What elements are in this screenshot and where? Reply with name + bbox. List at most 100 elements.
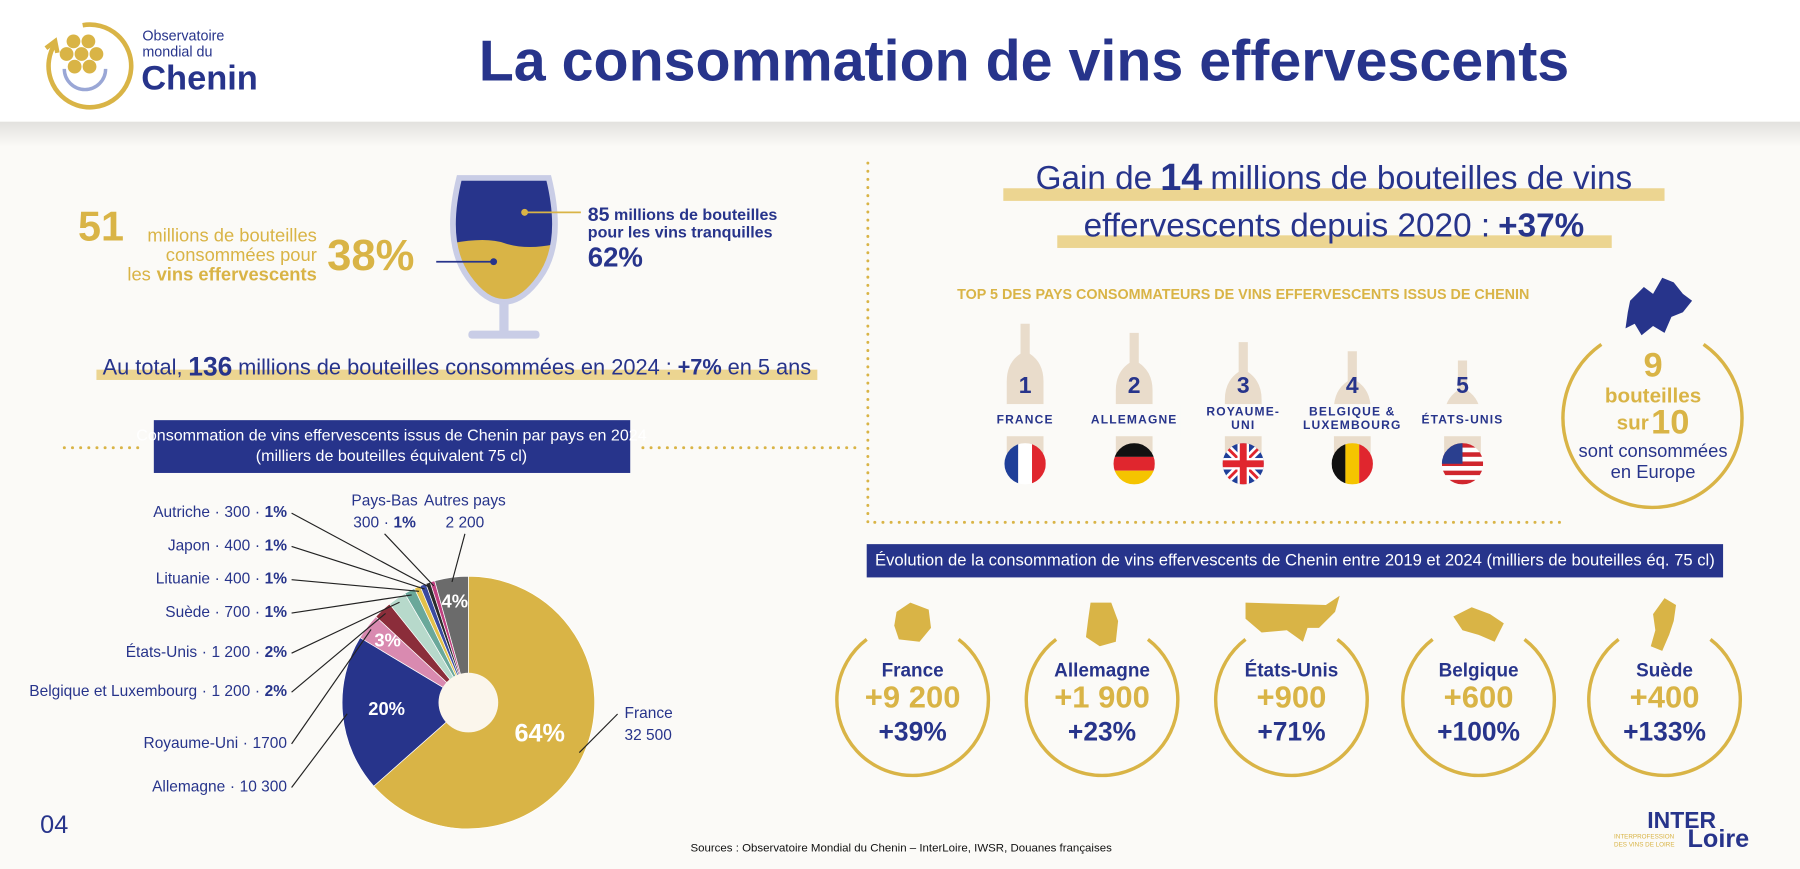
- pie-title-box: [153, 420, 631, 473]
- slice-label: Belgique et Luxembourg · 1 200 · 2%: [29, 683, 287, 700]
- text-part: les: [127, 263, 150, 284]
- slice-value: 300 · 1%: [353, 515, 416, 532]
- label-part: 1%: [265, 504, 288, 521]
- leader-line: [291, 512, 430, 588]
- logo-icon: [44, 22, 134, 110]
- label-part: 700: [224, 604, 250, 621]
- separators: [62, 161, 1563, 524]
- flag-part: [1004, 443, 1019, 485]
- slice-label: États-Unis · 1 200 · 2%: [126, 644, 287, 661]
- pie-subtitle: (milliers de bouteilles équivalent 75 cl…: [256, 447, 527, 465]
- label-part: Suède: [165, 604, 210, 621]
- country-name: ALLEMAGNE: [1091, 412, 1178, 426]
- pie-slice: [434, 575, 469, 703]
- label-part: 2 200: [446, 515, 485, 532]
- country-ring: [835, 638, 991, 778]
- rank: 4: [1346, 372, 1359, 398]
- label-part: Japon: [168, 538, 210, 555]
- label-part: ·: [255, 604, 260, 621]
- label-part: ·: [202, 683, 207, 700]
- label-part: 1 200: [211, 644, 250, 661]
- rank: 1: [1019, 372, 1032, 398]
- label-part: ·: [202, 644, 207, 661]
- flag-part: [1441, 470, 1484, 476]
- flag: [1222, 443, 1264, 485]
- label-part: Belgique et Luxembourg: [29, 683, 197, 700]
- footer-logo: INTER: [1647, 807, 1716, 833]
- flag-part: [1441, 475, 1484, 480]
- label-part: 2%: [265, 683, 288, 700]
- text-part: millions de bouteilles de vins: [1210, 160, 1632, 197]
- header-shadow: [0, 121, 1800, 147]
- leader-line: [384, 533, 435, 587]
- logo-line: mondial du: [142, 45, 212, 61]
- sparkling-text: millions de bouteilles: [147, 224, 316, 245]
- footer-logo: DES VINS DE LOIRE: [1614, 842, 1675, 849]
- country-gain: +9 200: [865, 679, 961, 714]
- country-ring: [1024, 638, 1180, 778]
- text-part: Gain de: [1036, 160, 1153, 197]
- slice-value: 2 200: [446, 515, 485, 532]
- europe-text: sont consommées: [1579, 440, 1728, 461]
- label-part: ·: [255, 644, 260, 661]
- top5-title: TOP 5 DES PAYS CONSOMMATEURS DE VINS EFF…: [957, 287, 1529, 303]
- text-part: millions de bouteilles: [614, 206, 777, 224]
- country-change: +71%: [1257, 717, 1325, 747]
- pie-slice: [341, 637, 469, 787]
- country-name: Suède: [1636, 661, 1693, 682]
- pie-hole: [438, 672, 499, 733]
- flag-part: [1359, 443, 1373, 485]
- slice-label: Suède · 700 · 1%: [165, 604, 287, 621]
- still-text: 85 millions de bouteilles: [588, 204, 778, 226]
- text-part: millions de bouteilles consommées en 202…: [238, 354, 672, 379]
- highlight: [96, 369, 818, 380]
- flag: [1113, 443, 1155, 485]
- label-band: [1306, 404, 1399, 437]
- leader-line: [578, 713, 619, 753]
- country-ring: [1401, 638, 1557, 778]
- leader-line: [291, 601, 400, 654]
- sparkling-text: consommées pour: [166, 244, 317, 265]
- flag-part: [1032, 443, 1046, 485]
- label-band: [1197, 404, 1290, 437]
- label-part: ·: [255, 683, 260, 700]
- text-part: Au total,: [103, 354, 183, 379]
- evolution: France+9 200+39% Allemagne+1 900+23% États…: [835, 595, 1743, 778]
- label-part: ·: [230, 779, 235, 796]
- label-part: 1%: [265, 571, 288, 588]
- text-part: 10: [1651, 404, 1689, 442]
- label-part: 1700: [253, 735, 287, 752]
- text-part: sur: [1617, 412, 1649, 435]
- europe-ring: [1561, 342, 1744, 510]
- sparkling-percent: 38%: [327, 232, 414, 280]
- wine-glass: [436, 175, 581, 339]
- slice-label: Autres pays: [424, 493, 506, 510]
- label-band: [979, 404, 1072, 437]
- bottle: [1333, 351, 1371, 454]
- label-part: ·: [243, 735, 248, 752]
- europe-text: en Europe: [1611, 461, 1696, 482]
- slice-label: Lituanie · 400 · 1%: [156, 571, 287, 588]
- leader-line: [451, 533, 466, 583]
- flag-part: [1239, 443, 1247, 485]
- country-name: UNI: [1231, 418, 1255, 432]
- text-part: effervescents depuis 2020 :: [1084, 207, 1490, 244]
- slice-value: 32 500: [624, 727, 671, 744]
- slice-percent: 64%: [514, 719, 565, 747]
- country-change: +133%: [1623, 717, 1706, 747]
- slice-label: Royaume-Uni · 1700: [144, 735, 287, 752]
- pie-title: Consommation de vins effervescents issus…: [136, 426, 646, 444]
- flag-part: [1441, 479, 1484, 485]
- europe-number: 9: [1643, 346, 1662, 384]
- rank: 2: [1128, 372, 1141, 398]
- text-part: en 5 ans: [728, 354, 812, 379]
- flag-part: [1345, 443, 1360, 485]
- country-change: +100%: [1437, 717, 1520, 747]
- sparkling-count: 51: [78, 204, 124, 250]
- label-part: Autriche: [153, 504, 210, 521]
- sources: Sources : Observatoire Mondial du Chenin…: [690, 842, 1112, 854]
- slice-label: Pays-Bas: [351, 493, 418, 510]
- label-part: ·: [255, 504, 260, 521]
- label-part: ·: [384, 515, 389, 532]
